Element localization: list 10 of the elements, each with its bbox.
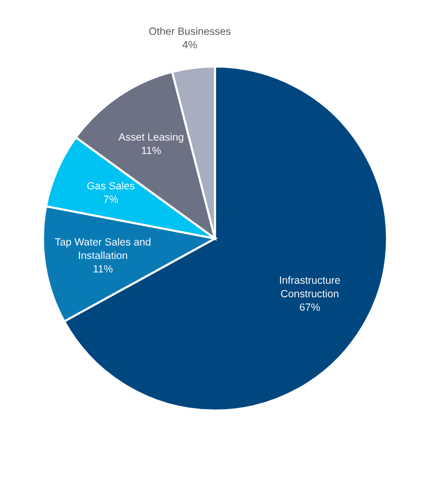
data-label: 67%: [300, 303, 320, 311]
data-label: 7%: [104, 196, 118, 203]
slice-label: Asset Leasing: [118, 133, 184, 143]
slice-label: Other Businesses: [149, 27, 231, 35]
slice-label: Infrastructure Construction: [280, 276, 340, 298]
data-label: 4%: [182, 41, 197, 48]
slice-label: Tap Water Sales and Installation: [54, 238, 150, 260]
data-label: 11%: [94, 265, 113, 272]
data-label: 11%: [142, 146, 161, 154]
slice-label: Gas Sales: [87, 182, 134, 190]
